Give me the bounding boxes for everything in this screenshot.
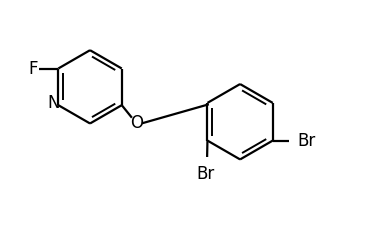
Text: F: F — [28, 59, 38, 78]
Text: O: O — [130, 114, 143, 132]
Text: N: N — [48, 94, 60, 112]
Text: Br: Br — [196, 165, 215, 183]
Text: Br: Br — [297, 132, 315, 150]
